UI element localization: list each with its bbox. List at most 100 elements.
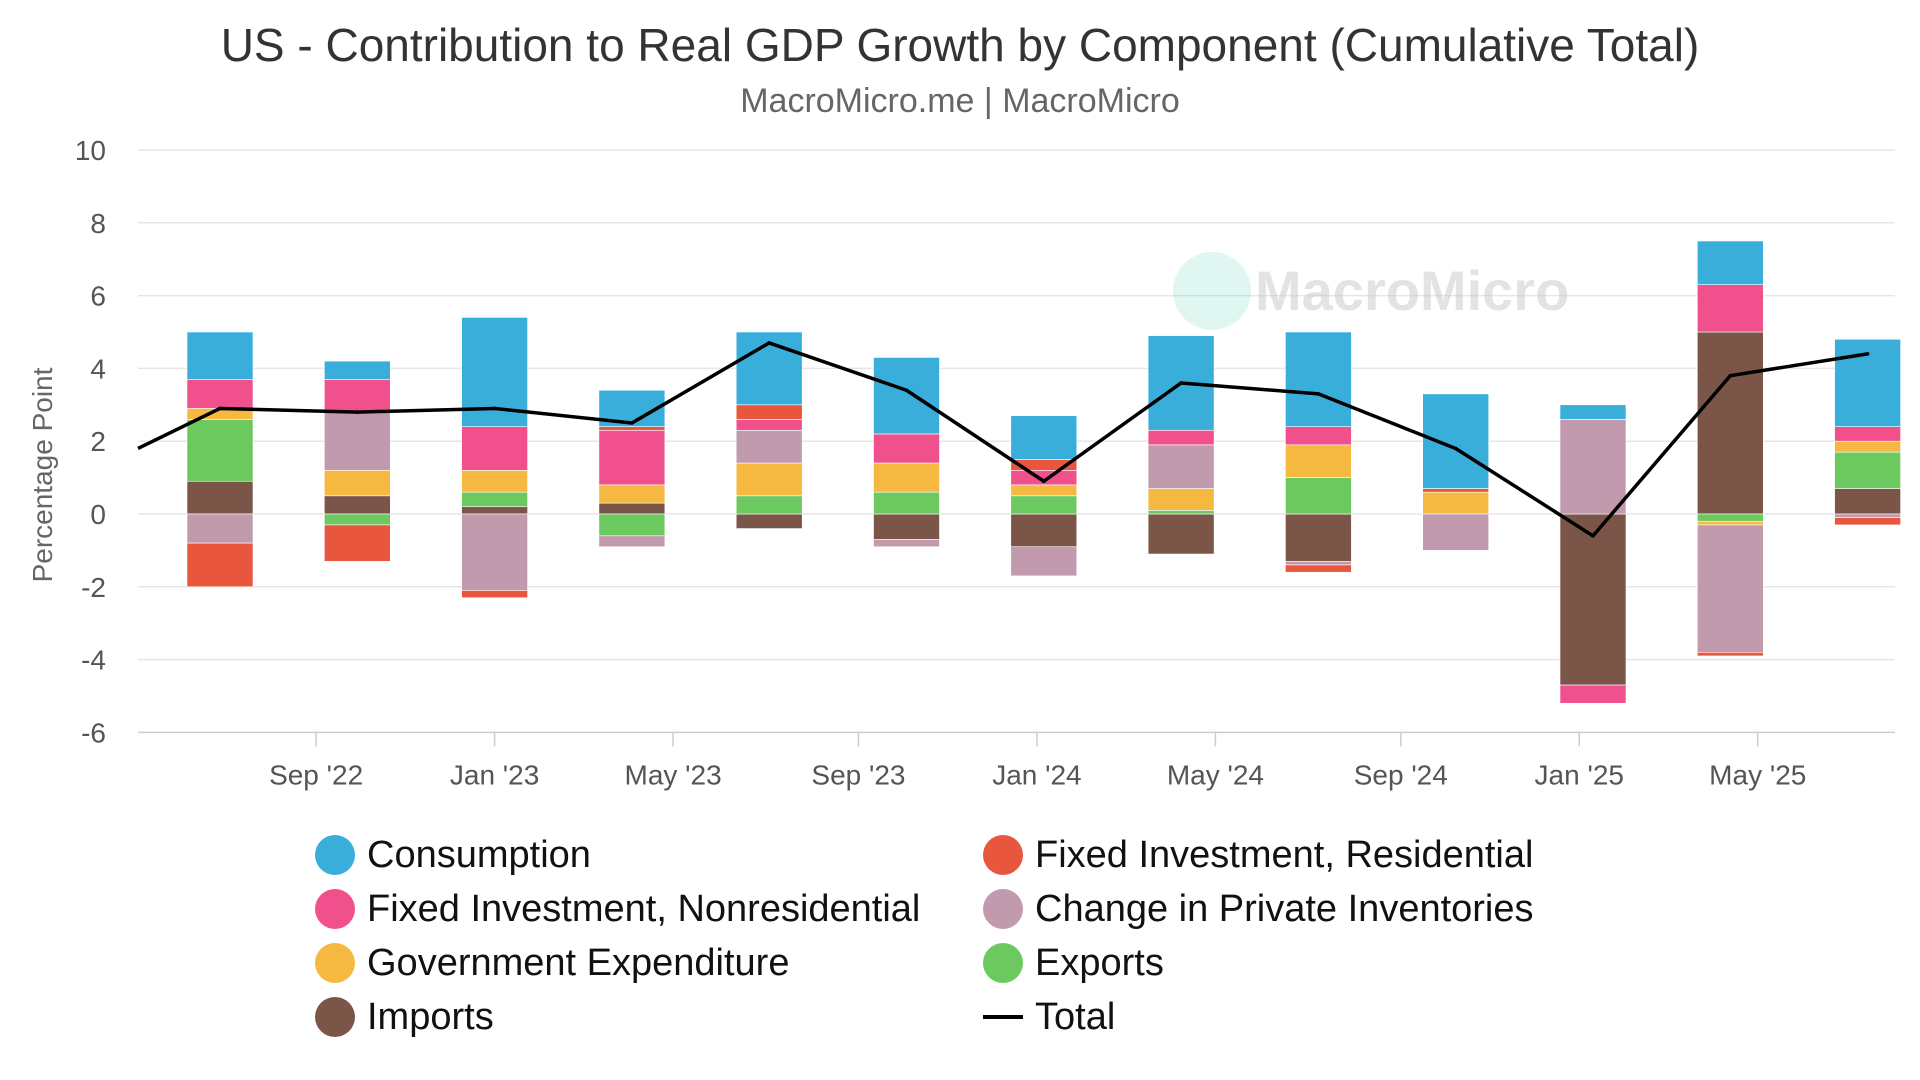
- bar-fixed-investment-nonresidential: [873, 433, 940, 464]
- bar-government-expenditure: [1147, 488, 1215, 511]
- bar-fixed-investment-residential: [598, 426, 666, 431]
- legend-label: Total: [1035, 995, 1116, 1038]
- legend-item[interactable]: Imports: [315, 992, 494, 1042]
- total-point: [1179, 381, 1183, 385]
- bar-fixed-investment-residential: [1422, 488, 1489, 493]
- bar-exports: [735, 495, 803, 515]
- bar-change-in-private-inventories: [598, 535, 666, 548]
- bar-fixed-investment-nonresidential: [1697, 284, 1764, 333]
- bar-fixed-investment-nonresidential: [186, 379, 254, 409]
- bar-stack: [1010, 415, 1078, 577]
- watermark-logo-icon: [1173, 252, 1251, 330]
- bar-fixed-investment-nonresidential: [735, 419, 803, 431]
- legend-item[interactable]: Exports: [983, 938, 1164, 988]
- bar-change-in-private-inventories: [1559, 419, 1627, 515]
- legend-item[interactable]: Government Expenditure: [315, 938, 789, 988]
- total-point: [1591, 534, 1595, 538]
- bar-fixed-investment-nonresidential: [1285, 426, 1352, 446]
- bar-fixed-investment-nonresidential: [323, 379, 391, 413]
- bar-change-in-private-inventories: [186, 513, 254, 544]
- bar-fixed-investment-nonresidential: [1559, 684, 1627, 704]
- total-line: [137, 341, 1868, 538]
- x-tick-label: Jan '24: [992, 759, 1081, 790]
- legend-swatch-icon: [983, 835, 1023, 875]
- bar-government-expenditure: [598, 484, 666, 504]
- x-tick-label: May '24: [1167, 759, 1264, 790]
- legend-label: Imports: [367, 995, 494, 1038]
- y-axis-label: Percentage Point: [27, 367, 58, 582]
- bar-stack: [1147, 335, 1215, 555]
- x-tick-label: May '23: [625, 759, 722, 790]
- bar-exports: [1010, 495, 1078, 515]
- bar-imports: [323, 495, 391, 515]
- bar-consumption: [1010, 415, 1078, 460]
- bar-fixed-investment-residential: [461, 590, 528, 599]
- bar-fixed-investment-residential: [735, 404, 803, 420]
- bar-exports: [186, 419, 254, 482]
- bar-change-in-private-inventories: [1285, 561, 1352, 566]
- x-tick-label: Jan '25: [1535, 759, 1624, 790]
- legend-swatch-icon: [315, 997, 355, 1037]
- y-tick-label: 2: [90, 426, 106, 457]
- bar-government-expenditure: [735, 462, 803, 497]
- total-point: [1453, 446, 1458, 451]
- bar-stack: [323, 360, 391, 562]
- bar-fixed-investment-nonresidential: [1147, 429, 1215, 446]
- bar-imports: [1147, 513, 1215, 555]
- y-tick-label: 8: [90, 208, 106, 239]
- bar-fixed-investment-residential: [186, 542, 254, 588]
- bar-change-in-private-inventories: [735, 429, 803, 464]
- bar-consumption: [1697, 240, 1764, 285]
- bar-exports: [1285, 477, 1352, 515]
- bar-change-in-private-inventories: [461, 513, 528, 591]
- bar-government-expenditure: [461, 470, 528, 493]
- bar-imports: [1285, 513, 1352, 562]
- bar-exports: [598, 513, 666, 537]
- bar-stack: [598, 389, 666, 548]
- total-point: [630, 421, 634, 425]
- bar-imports: [1010, 513, 1078, 548]
- chart-plot: 10 8 6 4 2 0 -2 -4 -6 MacroMicro Sep '22 Jan '23 M…: [27, 135, 1901, 790]
- bar-change-in-private-inventories: [323, 411, 391, 471]
- legend-label: Change in Private Inventories: [1035, 887, 1534, 930]
- chart-title: US - Contribution to Real GDP Growth by …: [220, 19, 1700, 71]
- legend-item[interactable]: Change in Private Inventories: [983, 884, 1534, 934]
- bar-change-in-private-inventories: [1834, 513, 1901, 518]
- legend-item[interactable]: Consumption: [315, 830, 591, 880]
- total-point: [767, 341, 771, 345]
- bar-stack: [873, 357, 940, 548]
- bar-stack: [1285, 331, 1352, 573]
- total-point: [1316, 392, 1321, 396]
- legend-item[interactable]: Total: [983, 992, 1115, 1042]
- bar-exports: [1834, 451, 1901, 489]
- chart-subtitle: MacroMicro.me | MacroMicro: [740, 82, 1180, 120]
- legend-item[interactable]: Fixed Investment, Residential: [983, 830, 1533, 880]
- bar-exports: [461, 491, 528, 508]
- watermark: MacroMicro: [1173, 252, 1569, 330]
- bar-stack: [1697, 240, 1764, 657]
- bar-fixed-investment-residential: [323, 524, 391, 562]
- total-point: [904, 388, 909, 393]
- bar-fixed-investment-residential: [1285, 564, 1352, 573]
- legend-label: Exports: [1035, 941, 1164, 984]
- bar-stack: [1422, 393, 1489, 551]
- y-tick-label: 0: [90, 499, 106, 530]
- bar-consumption: [1559, 404, 1627, 420]
- bar-imports: [598, 502, 666, 515]
- bar-consumption: [873, 357, 940, 435]
- y-tick-label: -4: [81, 645, 106, 676]
- bar-stack: [1834, 338, 1901, 526]
- legend-swatch-icon: [315, 889, 355, 929]
- bar-exports: [873, 491, 940, 515]
- bar-change-in-private-inventories: [1697, 524, 1764, 653]
- legend-label: Fixed Investment, Residential: [1035, 833, 1534, 876]
- legend-swatch-icon: [315, 943, 355, 983]
- bar-government-expenditure: [323, 470, 391, 497]
- bar-stack: [186, 331, 254, 588]
- y-tick-label: 4: [90, 353, 106, 384]
- total-point: [1865, 352, 1870, 356]
- legend-item[interactable]: Fixed Investment, Nonresidential: [315, 884, 920, 934]
- bar-government-expenditure: [1422, 491, 1489, 515]
- x-tick-label: Sep '23: [811, 759, 905, 790]
- legend: Consumption Fixed Investment, Residential…: [315, 830, 1615, 1060]
